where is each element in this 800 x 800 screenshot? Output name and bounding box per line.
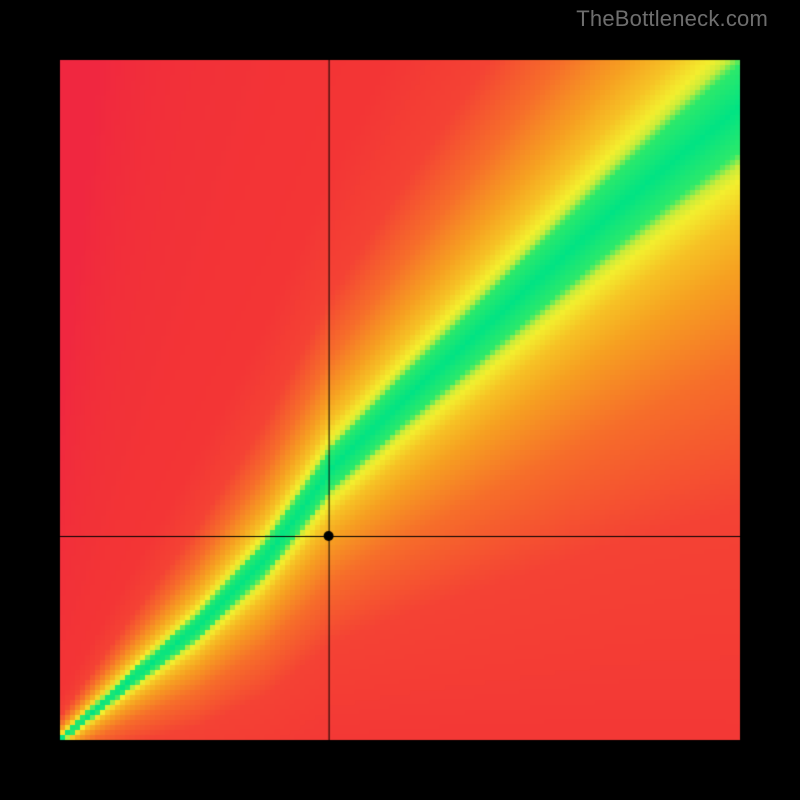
chart-container: TheBottleneck.com — [0, 0, 800, 800]
bottleneck-heatmap — [0, 0, 800, 800]
watermark-text: TheBottleneck.com — [576, 6, 768, 32]
